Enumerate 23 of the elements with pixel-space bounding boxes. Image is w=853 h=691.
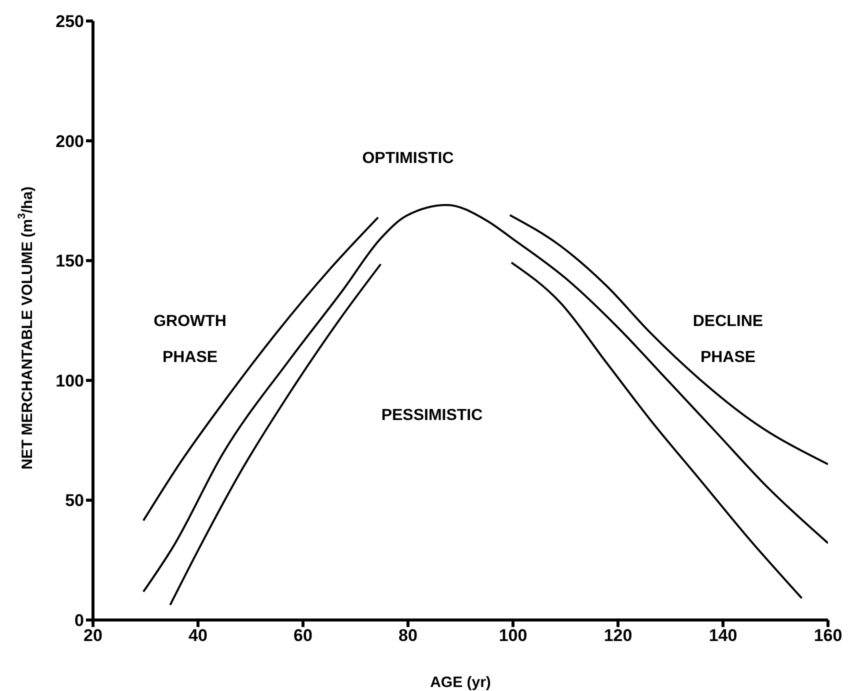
x-tick-label: 20 xyxy=(84,626,102,646)
x-tick-label: 120 xyxy=(604,626,632,646)
annotation: PESSIMISTIC xyxy=(380,406,484,426)
y-tick-label: 100 xyxy=(56,371,84,390)
y-tick-label: 250 xyxy=(56,12,84,32)
x-tick-label: 60 xyxy=(294,626,312,646)
annotation: DECLINE PHASE xyxy=(692,312,764,368)
y-tick-label: 200 xyxy=(56,132,84,151)
line-series xyxy=(510,262,803,600)
x-axis-title: AGE (yr) xyxy=(430,674,491,691)
y-tick-label: 0 xyxy=(74,611,84,630)
annotation: OPTIMISTIC xyxy=(361,149,455,169)
x-tick-label: 100 xyxy=(498,626,528,646)
x-tick-label: 140 xyxy=(708,626,738,646)
line-series xyxy=(142,216,380,522)
line-series xyxy=(508,214,828,466)
y-tick-label: 50 xyxy=(65,491,84,510)
x-tick-label: 40 xyxy=(188,626,208,646)
x-tick-label: 160 xyxy=(814,626,842,646)
y-tick-label: 150 xyxy=(56,252,84,271)
annotation: GROWTH PHASE xyxy=(152,312,228,368)
line-series xyxy=(142,204,828,593)
x-tick-label: 80 xyxy=(398,626,418,646)
